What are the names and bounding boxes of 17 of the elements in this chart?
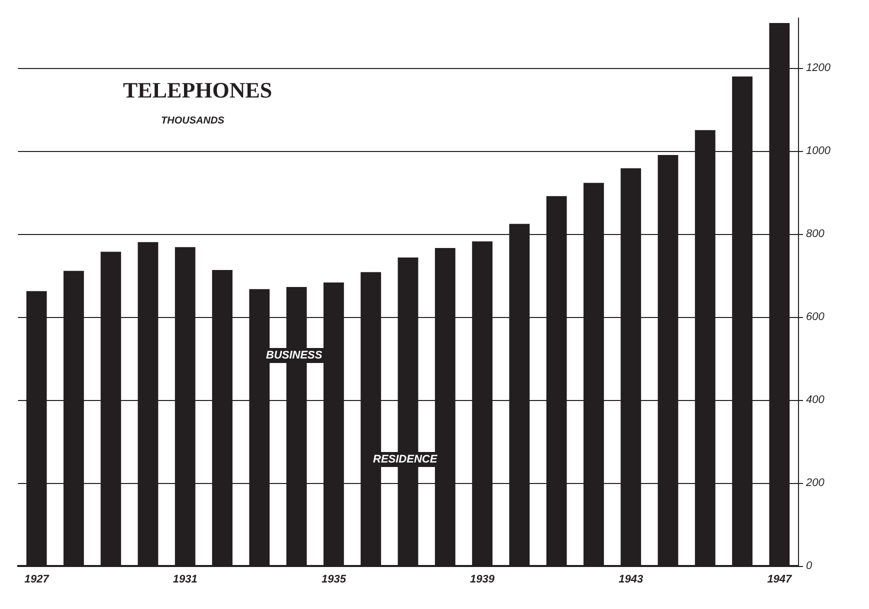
text: THOUSANDS	[161, 116, 225, 126]
y-tick-label: 0	[806, 560, 813, 572]
annotation: BUSINESS	[266, 350, 323, 362]
y-tick-label: 200	[805, 476, 826, 489]
x-tick-label: 1931	[172, 574, 198, 586]
y-tick-label: 1000	[806, 144, 832, 157]
x-tick-label: 1939	[470, 574, 496, 586]
annotation: RESIDENCE	[373, 454, 438, 466]
text: TELEPHONES	[123, 78, 272, 102]
x-tick-label: 1943	[618, 574, 644, 586]
x-tick-label: 1947	[767, 574, 793, 586]
y-tick-label: 400	[806, 394, 826, 406]
y-tick-label: 600	[806, 310, 826, 323]
x-tick-label: 1927	[24, 574, 50, 586]
y-tick-label: 800	[806, 228, 826, 240]
y-tick-label: 1200	[806, 62, 832, 74]
x-tick-label: 1935	[321, 574, 347, 586]
